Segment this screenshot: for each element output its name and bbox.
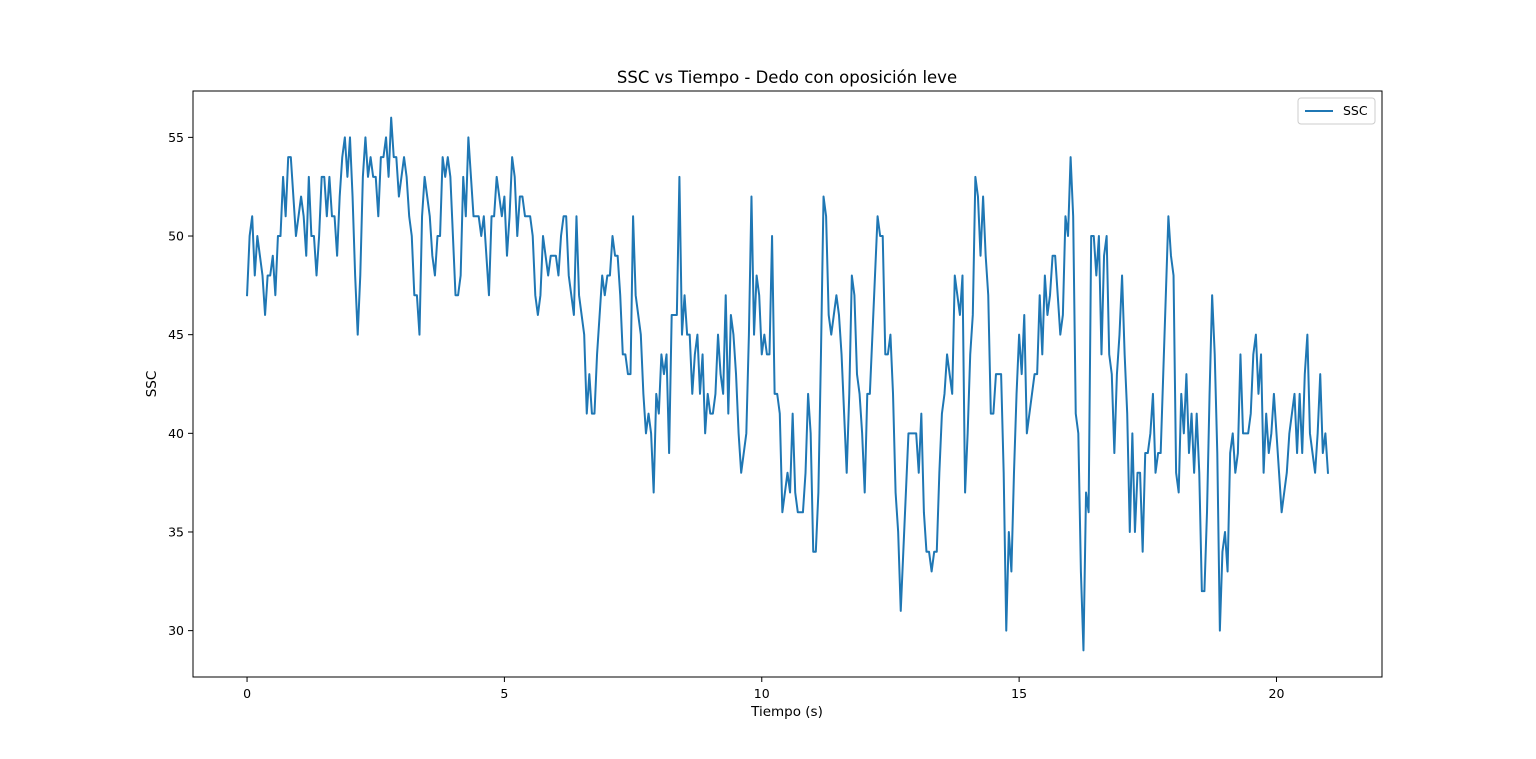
ssc-series-line [246, 116, 1330, 652]
chart-title: SSC vs Tiempo - Dedo con oposición leve [617, 68, 957, 87]
plot-frame [192, 90, 1383, 678]
y-axis-ticks: 30 35 40 45 50 55 [168, 130, 193, 638]
y-tick-label: 50 [168, 229, 184, 244]
y-tick-label: 55 [168, 130, 184, 145]
x-tick-label: 20 [1269, 686, 1285, 701]
y-tick-label: 30 [168, 623, 184, 638]
x-tick-label: 0 [243, 686, 251, 701]
y-tick-label: 35 [168, 524, 184, 539]
plot-area [193, 91, 1382, 677]
legend: SSC [1297, 97, 1376, 125]
x-tick-label: 15 [1011, 686, 1027, 701]
plot-background [193, 91, 1382, 677]
y-tick-label: 45 [168, 327, 184, 342]
legend-label-ssc: SSC [1343, 103, 1368, 118]
x-tick-label: 10 [754, 686, 770, 701]
y-tick-label: 40 [168, 426, 184, 441]
x-axis-ticks: 0 5 10 15 20 [243, 677, 1284, 701]
legend-box [1297, 97, 1376, 125]
x-axis-label: Tiempo (s) [750, 704, 823, 720]
x-tick-label: 5 [500, 686, 508, 701]
y-axis-label: SSC [144, 371, 160, 398]
